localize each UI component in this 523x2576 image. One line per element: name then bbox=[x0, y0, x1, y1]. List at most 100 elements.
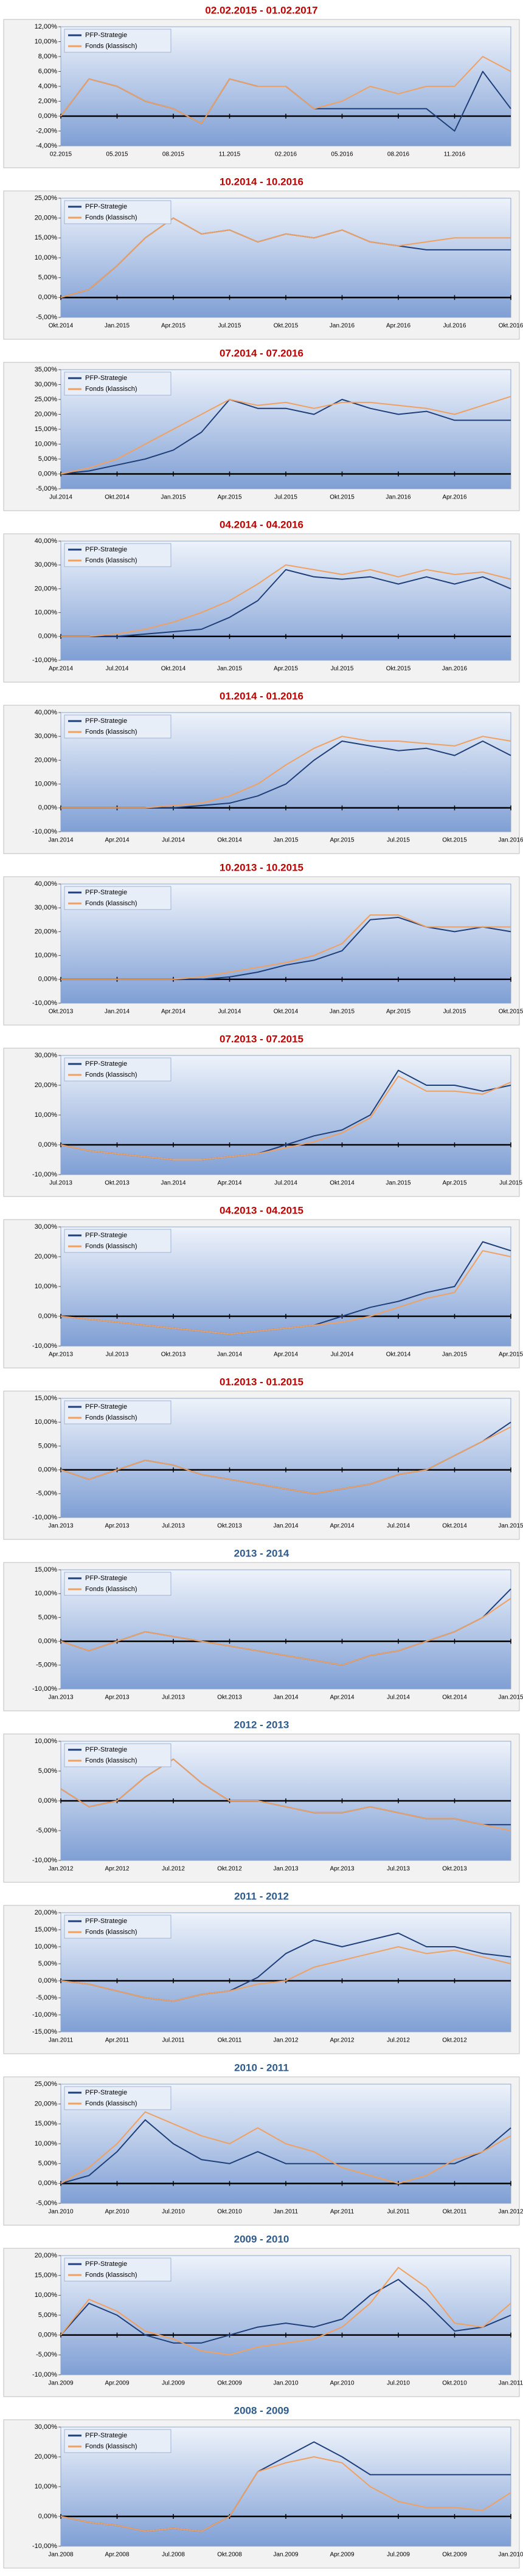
series-line bbox=[60, 1076, 511, 1161]
y-tick-label: -5,00% bbox=[36, 2200, 57, 2207]
x-tick-label: Apr.2009 bbox=[105, 2380, 129, 2387]
y-tick-label: -5,00% bbox=[36, 2351, 57, 2358]
x-tick-label: Jan.2009 bbox=[273, 2552, 299, 2558]
y-tick-label: 5,00% bbox=[38, 1442, 57, 1449]
y-tick-label: 30,00% bbox=[35, 904, 58, 911]
x-tick-label: Jul.2013 bbox=[106, 1352, 129, 1358]
y-tick-label: 15,00% bbox=[35, 1395, 58, 1402]
x-tick-label: 08.2015 bbox=[162, 151, 185, 158]
y-tick-label: 20,00% bbox=[35, 928, 58, 935]
y-tick-label: 40,00% bbox=[35, 880, 58, 888]
x-tick-label: Okt.2013 bbox=[217, 1523, 242, 1530]
legend-label: Fonds (klassisch) bbox=[85, 2443, 137, 2450]
x-tick-label: Apr.2015 bbox=[386, 1009, 410, 1015]
x-tick-label: Apr.2012 bbox=[330, 2037, 354, 2044]
legend-label: Fonds (klassisch) bbox=[85, 1243, 137, 1250]
legend-box bbox=[64, 1915, 171, 1939]
x-tick-label: Apr.2014 bbox=[330, 1694, 354, 1701]
y-tick-label: -10,00% bbox=[32, 1342, 57, 1350]
chart-panel: 2009 - 2010 20,00% 15,00% 10,00% 5,00% 0,00% -… bbox=[3, 2233, 523, 2397]
y-tick-label: 10,00% bbox=[35, 38, 58, 45]
series-line bbox=[60, 1250, 511, 1335]
y-tick-label: 5,00% bbox=[38, 2160, 57, 2167]
x-tick-label: Jul.2014 bbox=[331, 1352, 354, 1358]
legend-label: PFP-Strategie bbox=[85, 1918, 127, 1925]
legend-label: Fonds (klassisch) bbox=[85, 2271, 137, 2279]
legend-label: PFP-Strategie bbox=[85, 889, 127, 896]
legend-label: PFP-Strategie bbox=[85, 32, 127, 39]
x-tick-label: Jul.2016 bbox=[443, 323, 466, 330]
y-tick-label: 5,00% bbox=[38, 2312, 57, 2319]
x-tick-label: Okt.2011 bbox=[218, 2037, 242, 2044]
legend-box bbox=[64, 1572, 171, 1596]
x-tick-label: Jan.2016 bbox=[386, 494, 411, 501]
y-tick-label: 20,00% bbox=[35, 2453, 58, 2460]
legend-label: PFP-Strategie bbox=[85, 1746, 127, 1753]
y-tick-label: 20,00% bbox=[35, 215, 58, 222]
y-tick-label: 10,00% bbox=[35, 2140, 58, 2147]
x-tick-label: Okt.2015 bbox=[442, 837, 467, 844]
y-tick-label: 0,00% bbox=[38, 1313, 57, 1320]
legend-label: PFP-Strategie bbox=[85, 1232, 127, 1239]
x-tick-label: Jul.2010 bbox=[162, 2209, 185, 2215]
legend-label: PFP-Strategie bbox=[85, 375, 127, 382]
x-tick-label: Jan.2009 bbox=[48, 2380, 74, 2387]
x-tick-label: Apr.2014 bbox=[49, 666, 73, 672]
legend-label: Fonds (klassisch) bbox=[85, 43, 137, 50]
legend: PFP-Strategie Fonds (klassisch) bbox=[64, 2257, 171, 2282]
legend: PFP-Strategie Fonds (klassisch) bbox=[64, 1572, 171, 1596]
x-tick-label: Okt.2013 bbox=[49, 1009, 74, 1015]
y-tick-label: -10,00% bbox=[32, 1857, 57, 1864]
series-line bbox=[61, 569, 511, 637]
chart-panel: 07.2014 - 07.2016 35,00% 30,00% 25,00% 20,00… bbox=[3, 347, 520, 511]
y-tick-label: 15,00% bbox=[35, 234, 58, 241]
x-tick-label: Jan.2014 bbox=[161, 1180, 186, 1187]
y-tick-label: 25,00% bbox=[35, 2080, 58, 2088]
legend-label: PFP-Strategie bbox=[85, 717, 127, 725]
x-tick-label: Okt.2014 bbox=[105, 494, 130, 501]
y-tick-label: 35,00% bbox=[35, 366, 58, 373]
x-tick-label: Okt.2013 bbox=[442, 1866, 467, 1873]
x-tick-label: Okt.2014 bbox=[442, 1523, 467, 1530]
legend-box bbox=[64, 2086, 171, 2110]
x-tick-label: 02.2015 bbox=[50, 151, 72, 158]
x-tick-label: Jul.2012 bbox=[387, 2037, 410, 2044]
y-tick-label: -5,00% bbox=[36, 1490, 57, 1497]
x-tick-label: Okt.2014 bbox=[217, 837, 242, 844]
y-tick-label: 10,00% bbox=[35, 1283, 58, 1290]
legend: PFP-Strategie Fonds (klassisch) bbox=[64, 1057, 171, 1082]
x-tick-label: Okt.2014 bbox=[49, 323, 74, 330]
legend: PFP-Strategie Fonds (klassisch) bbox=[64, 2429, 171, 2453]
chart-title: 2013 - 2014 bbox=[234, 1547, 289, 1559]
chart-panel: 2008 - 2009 30,00% 20,00% 10,00% 0,00% -10,00… bbox=[3, 2405, 523, 2569]
x-tick-label: Apr.2015 bbox=[442, 1180, 466, 1187]
legend-label: Fonds (klassisch) bbox=[85, 1929, 137, 1936]
x-tick-label: Jan.2015 bbox=[161, 494, 186, 501]
y-tick-label: 0,00% bbox=[38, 1638, 57, 1645]
series-line bbox=[60, 2279, 511, 2344]
legend-label: PFP-Strategie bbox=[85, 1575, 127, 1582]
x-tick-label: Apr.2014 bbox=[274, 1352, 298, 1358]
x-tick-label: Apr.2008 bbox=[105, 2552, 129, 2558]
legend-box bbox=[64, 543, 171, 567]
x-tick-label: Apr.2013 bbox=[49, 1352, 73, 1358]
series-line bbox=[60, 399, 511, 475]
x-tick-label: 11.2015 bbox=[219, 151, 241, 158]
x-tick-label: Apr.2010 bbox=[330, 2380, 354, 2387]
y-tick-label: -10,00% bbox=[32, 1685, 57, 1693]
series-line bbox=[60, 2111, 511, 2184]
x-tick-label: Apr.2016 bbox=[442, 494, 466, 501]
chart-title: 2008 - 2009 bbox=[234, 2405, 289, 2416]
x-tick-label: Okt.2009 bbox=[442, 2552, 467, 2558]
chart-panel: 10.2014 - 10.2016 25,00% 20,00% 15,00% 10,00… bbox=[3, 176, 523, 340]
chart-panel: 07.2013 - 07.2015 30,00% 20,00% 10,00% 0,00%… bbox=[3, 1033, 522, 1197]
legend: PFP-Strategie Fonds (klassisch) bbox=[64, 543, 171, 567]
y-tick-label: 30,00% bbox=[35, 381, 58, 388]
x-tick-label: Jan.2010 bbox=[273, 2380, 299, 2387]
x-tick-label: Okt.2014 bbox=[442, 1694, 467, 1701]
y-tick-label: 2,00% bbox=[38, 97, 57, 105]
legend-label: PFP-Strategie bbox=[85, 1060, 127, 1068]
legend: PFP-Strategie Fonds (klassisch) bbox=[64, 2086, 171, 2110]
x-tick-label: 11.2016 bbox=[444, 151, 466, 158]
x-tick-label: Apr.2011 bbox=[330, 2209, 355, 2215]
